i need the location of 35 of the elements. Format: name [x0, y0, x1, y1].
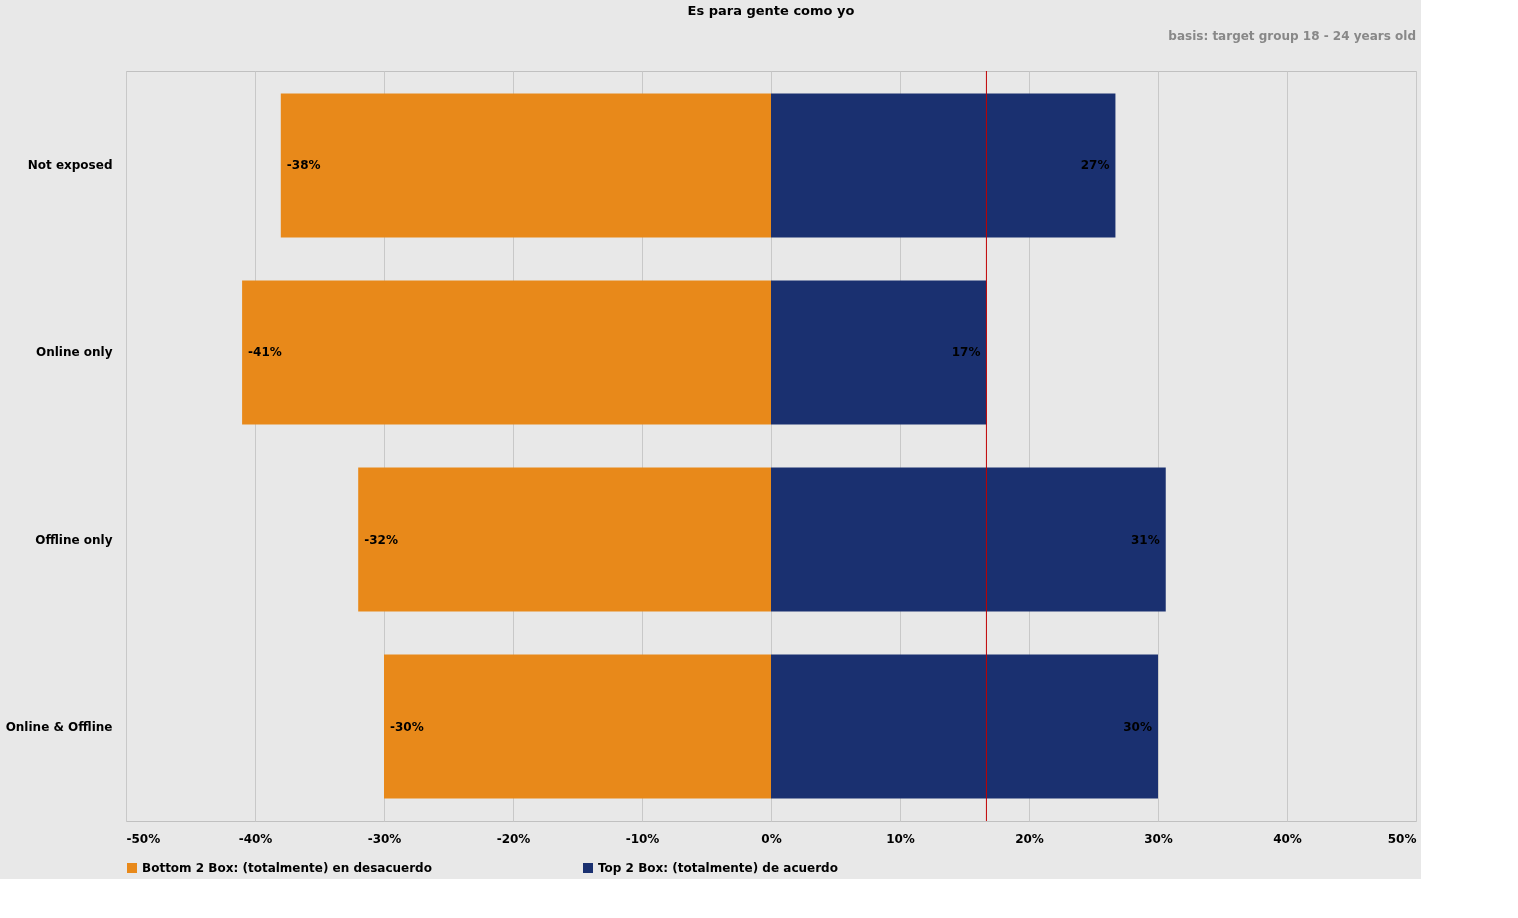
- data-label: -41%: [248, 345, 282, 360]
- data-label: -30%: [390, 719, 424, 734]
- bar: [771, 654, 1158, 799]
- x-tick-label: -50%: [126, 831, 161, 846]
- text: basis: target group 18 - 24 years old: [1168, 29, 1416, 43]
- x-tick-label: -20%: [496, 831, 531, 846]
- data-label: 27%: [1080, 158, 1110, 173]
- chart-title: Es para gente como yo: [687, 3, 855, 18]
- y-tick-label: Offline only: [35, 532, 113, 547]
- bar: [771, 93, 1116, 238]
- legend-label: Bottom 2 Box: (totalmente) en desacuerdo: [142, 861, 432, 875]
- legend-label: Top 2 Box: (totalmente) de acuerdo: [598, 861, 838, 875]
- bar: [280, 93, 771, 238]
- y-tick-label: Online only: [35, 345, 113, 360]
- bar: [771, 280, 987, 425]
- x-tick-label: 50%: [1387, 831, 1417, 846]
- data-label: 17%: [951, 345, 981, 360]
- x-tick-label: -30%: [367, 831, 402, 846]
- y-tick-label: Online & Offline: [5, 719, 113, 734]
- x-tick-label: 30%: [1144, 831, 1173, 846]
- data-label: -32%: [364, 532, 398, 547]
- x-tick-label: -10%: [625, 831, 660, 846]
- x-tick-label: 0%: [761, 831, 782, 846]
- x-tick-label: -40%: [238, 831, 273, 846]
- bar: [384, 654, 771, 799]
- bar: [242, 280, 771, 425]
- data-label: -38%: [286, 158, 321, 173]
- bar: [771, 467, 1166, 612]
- data-label: 30%: [1123, 719, 1152, 734]
- x-tick-label: 20%: [1015, 831, 1044, 846]
- y-tick-label: Not exposed: [27, 158, 113, 173]
- x-tick-label: 10%: [886, 831, 915, 846]
- x-tick-label: 40%: [1273, 831, 1302, 846]
- data-label: 31%: [1131, 532, 1160, 547]
- bar: [358, 467, 771, 612]
